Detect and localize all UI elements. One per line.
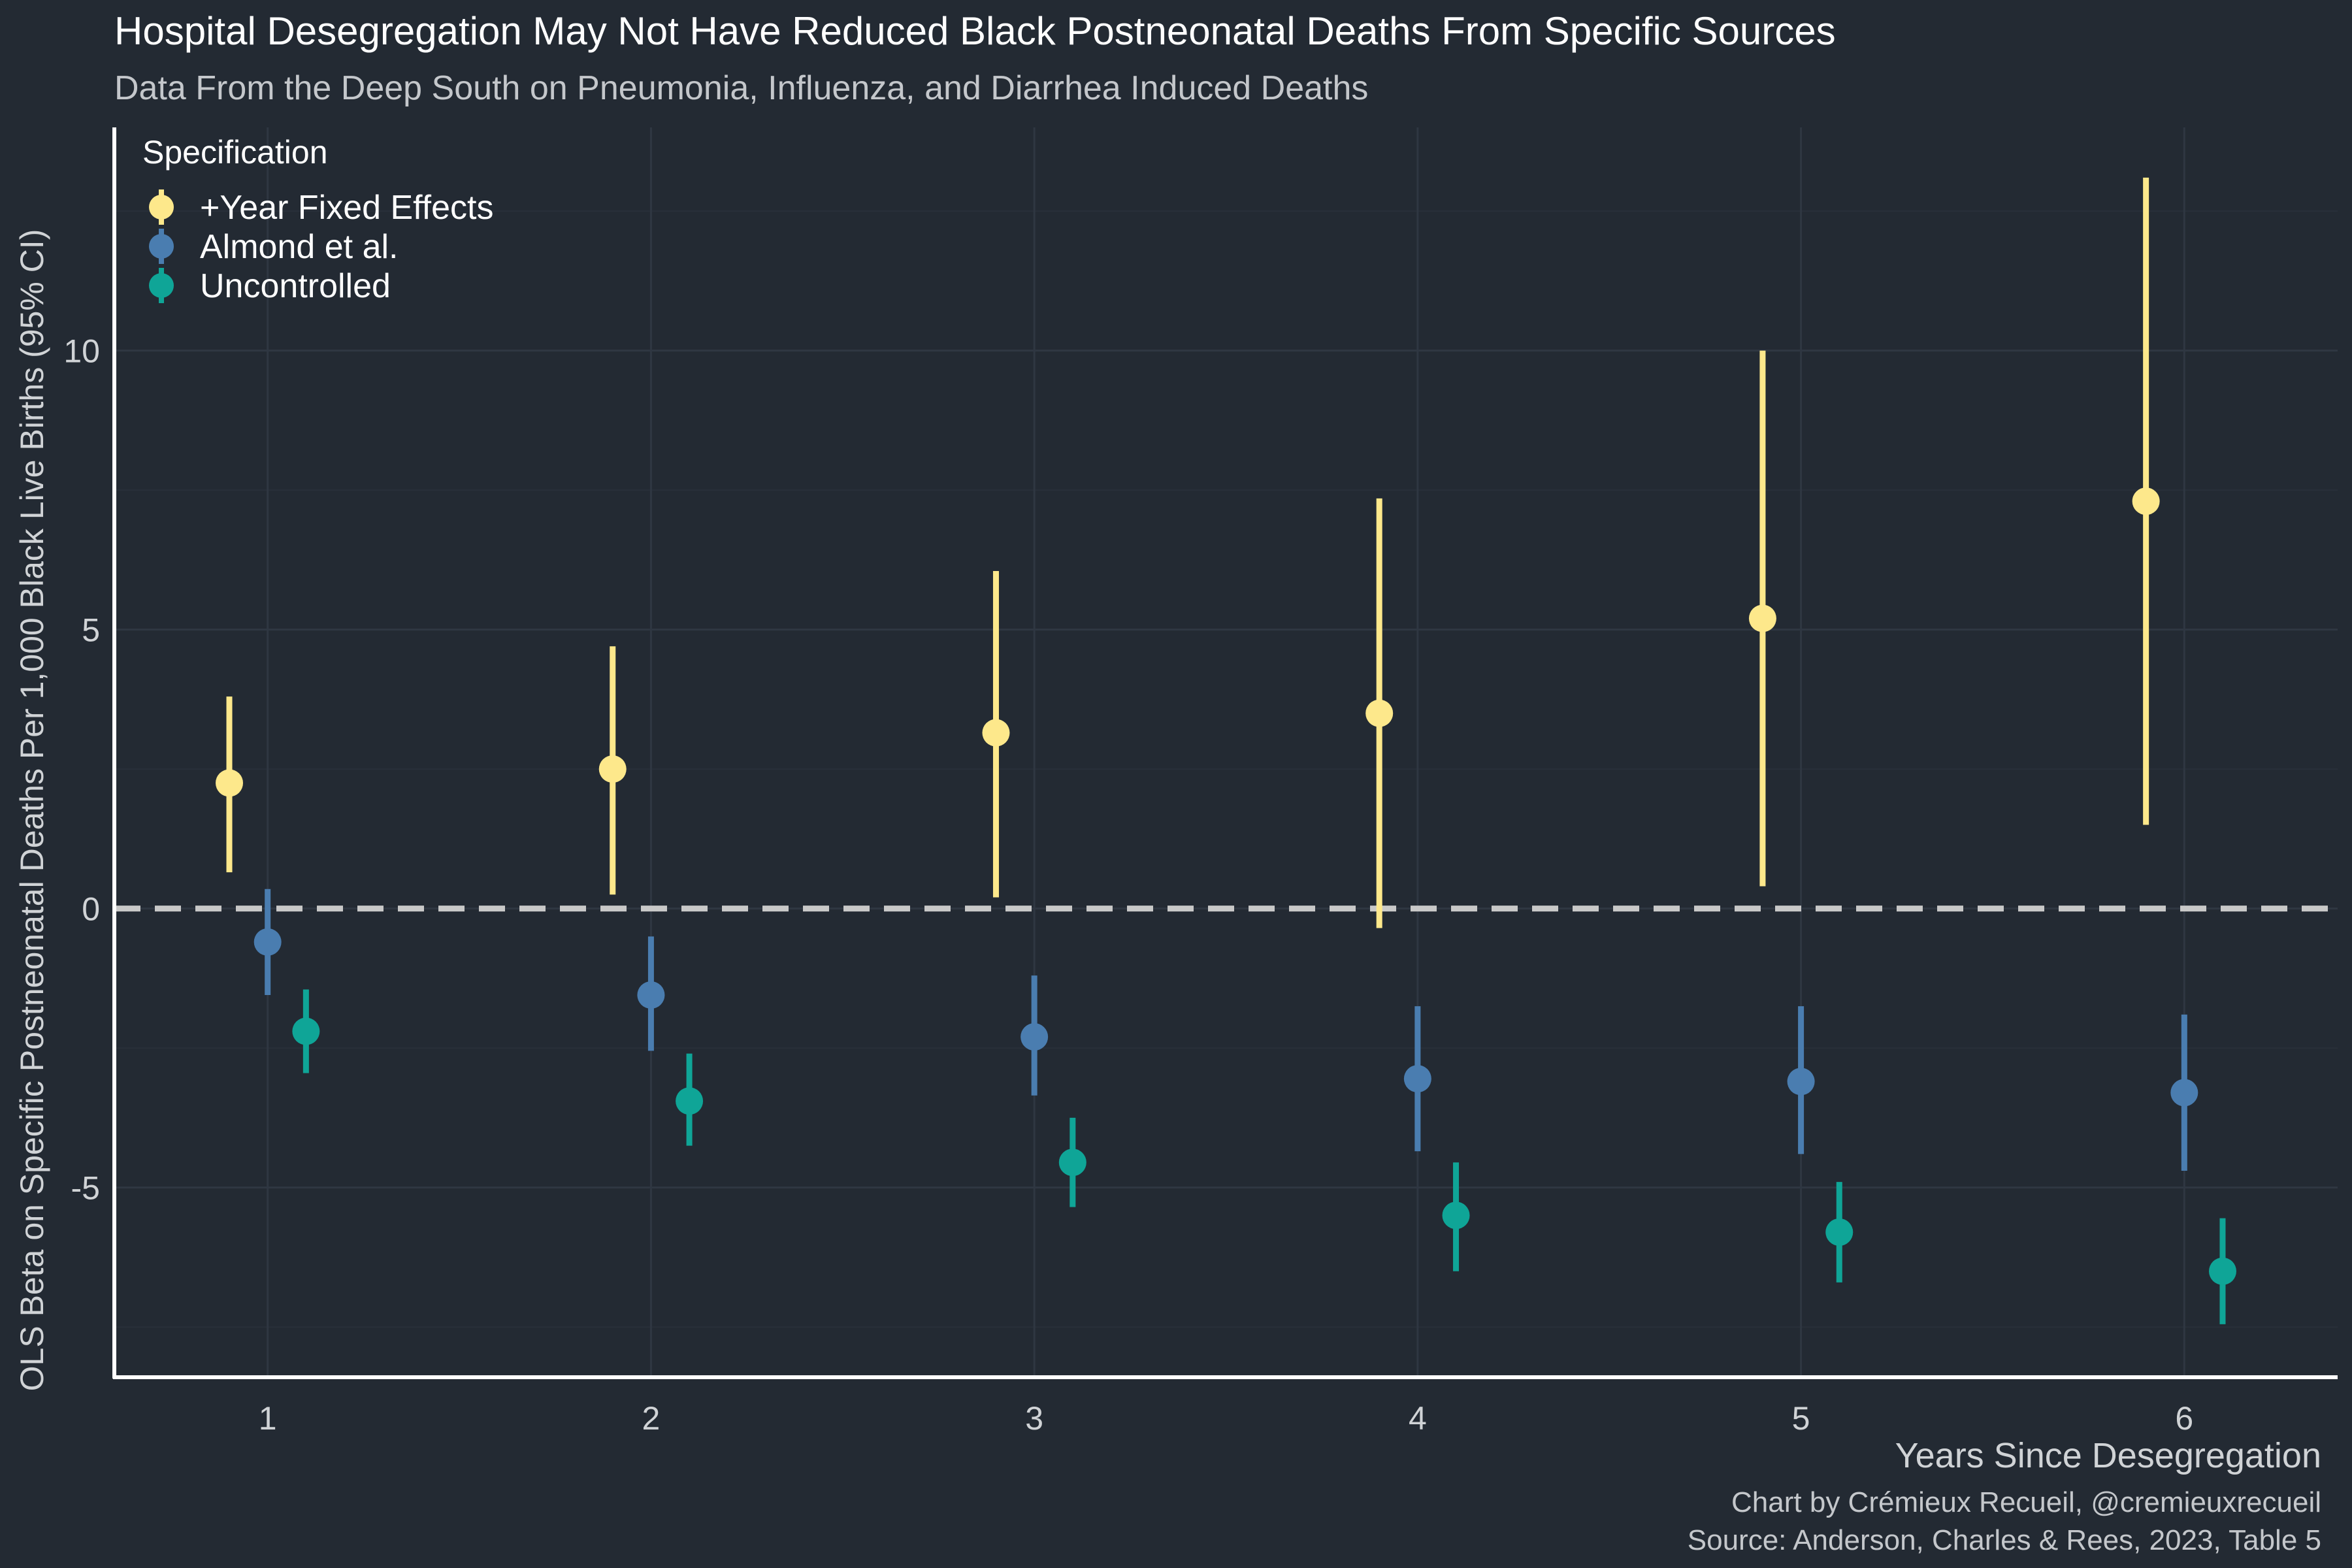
point-year_fe-3 [982,719,1010,747]
legend-label: Uncontrolled [200,267,391,305]
y-tick-label: 5 [82,612,100,649]
series-uncontrolled [292,989,2236,1324]
x-axis-title: Years Since Desegregation [1895,1436,2321,1475]
point-almond-5 [1787,1068,1815,1096]
caption-credit: Chart by Crémieux Recueil, @cremieuxrecu… [1731,1486,2321,1518]
point-almond-4 [1403,1065,1431,1093]
point-almond-1 [253,928,282,956]
caption-source: Source: Anderson, Charles & Rees, 2023, … [1688,1524,2321,1556]
point-uncontrolled-2 [676,1087,704,1115]
point-year_fe-4 [1365,699,1394,727]
y-tick-label: 0 [82,891,100,928]
chart-title: Hospital Desegregation May Not Have Redu… [114,9,1836,53]
series-almond [253,889,2198,1171]
legend-key-point [149,234,174,259]
point-year_fe-1 [216,769,244,797]
legend-item-year_fe: +Year Fixed Effects [149,189,494,227]
x-tick-label: 6 [2175,1400,2193,1437]
legend-item-uncontrolled: Uncontrolled [149,267,391,305]
point-almond-3 [1021,1023,1049,1051]
y-tick-label: -5 [71,1170,100,1207]
legend-key-point [149,195,174,220]
y-tick-label: 10 [63,333,100,370]
x-tick-label: 5 [1792,1400,1810,1437]
point-year_fe-2 [598,755,627,783]
point-year_fe-6 [2132,487,2160,515]
legend: Specification +Year Fixed EffectsAlmond … [142,134,494,305]
axes: 1 2 3 4 5 6 -5 0 5 10 [63,127,2338,1437]
data-series [216,177,2236,1324]
point-uncontrolled-5 [1825,1218,1854,1246]
legend-label: +Year Fixed Effects [200,189,494,227]
point-uncontrolled-6 [2208,1257,2236,1285]
point-almond-2 [637,981,665,1009]
series-year_fe [216,177,2160,928]
legend-key-point [149,273,174,298]
point-almond-6 [2170,1079,2198,1107]
legend-title: Specification [142,134,328,171]
y-axis-title: OLS Beta on Specific Postneonatal Deaths… [14,229,50,1392]
chart-subtitle: Data From the Deep South on Pneumonia, I… [114,69,1368,107]
point-year_fe-5 [1748,604,1776,632]
point-uncontrolled-4 [1442,1201,1470,1230]
legend-item-almond: Almond et al. [149,228,399,266]
x-tick-label: 3 [1025,1400,1043,1437]
point-uncontrolled-3 [1058,1149,1086,1177]
x-tick-label: 4 [1409,1400,1427,1437]
point-uncontrolled-1 [292,1017,320,1045]
x-tick-label: 1 [259,1400,277,1437]
x-tick-label: 2 [642,1400,661,1437]
legend-label: Almond et al. [200,228,399,266]
